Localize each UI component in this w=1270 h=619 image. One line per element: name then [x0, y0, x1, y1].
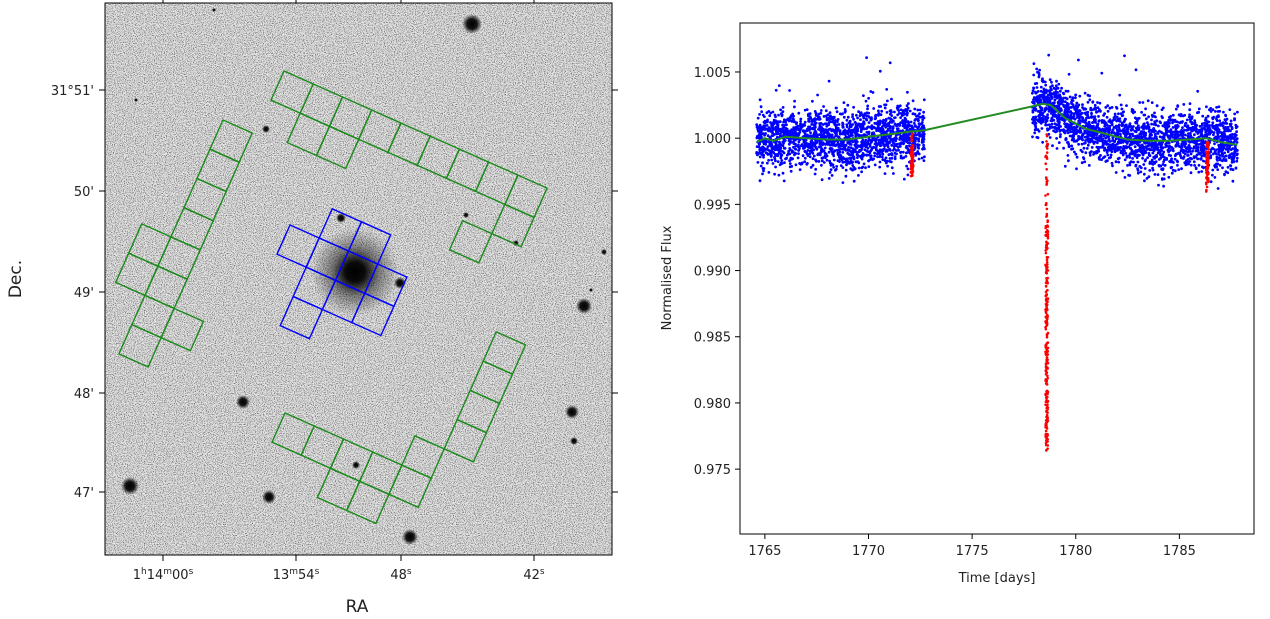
star	[262, 125, 270, 133]
flux-axis-label: Normalised Flux	[660, 225, 675, 330]
star	[570, 437, 578, 445]
flux-tick-label: 0.995	[694, 198, 731, 213]
flux-tick-label: 1.000	[694, 132, 731, 147]
dec-tick-label: 47'	[74, 486, 94, 501]
background-aperture-pixel	[400, 434, 446, 480]
dec-tick-label: 48'	[74, 387, 94, 402]
star	[463, 212, 469, 218]
ra-tick-label: 42s	[523, 567, 545, 583]
dec-tick-label: 49'	[74, 286, 94, 301]
time-tick-label: 1780	[1059, 544, 1092, 559]
time-tick-label: 1775	[956, 544, 989, 559]
plot-frame	[739, 22, 1255, 535]
star	[462, 14, 482, 34]
flux-tick-label: 1.005	[694, 66, 731, 81]
ra-tick-label: 13m54s	[273, 567, 320, 583]
star	[589, 288, 593, 292]
transit-point	[1044, 133, 1050, 452]
time-axis-label: Time [days]	[958, 571, 1036, 586]
flux-tick-label: 0.985	[694, 331, 731, 346]
ra-axis-label: RA	[346, 597, 369, 617]
star	[236, 395, 250, 409]
background-aperture-pixel	[490, 203, 536, 248]
target-galaxy	[311, 228, 399, 316]
dec-tick-label: 31°51'	[51, 84, 94, 99]
time-tick-label: 1785	[1163, 544, 1196, 559]
star	[134, 98, 138, 102]
star	[565, 405, 579, 419]
background-aperture-pixel	[345, 480, 390, 525]
target-aperture-pixel	[347, 220, 392, 265]
aperture-grid	[114, 70, 549, 525]
ra-tick-label: 1h14m00s	[133, 567, 194, 583]
star	[212, 8, 216, 12]
background-aperture-pixel	[160, 307, 205, 352]
star-field	[121, 8, 607, 545]
star	[352, 461, 360, 469]
series-transit-points	[909, 132, 1210, 452]
series-trend-line	[756, 102, 1238, 146]
target-aperture-pixel	[350, 292, 395, 337]
star	[576, 298, 592, 314]
star	[402, 529, 418, 545]
background-aperture-pixel	[448, 219, 493, 264]
ra-tick-label: 48s	[390, 567, 412, 583]
dec-tick-label: 50'	[74, 185, 94, 200]
star	[121, 477, 139, 495]
background-aperture-pixel	[482, 330, 527, 376]
light-curve-axis-ticks: 1765 1770 1775 1780 1785 0.975 0.980 0.985 0.990…	[694, 66, 1196, 559]
image-axis-ticks: 1h14m00s 13m54s 48s 42s 31°51' 50' 49' 48' 47'	[51, 0, 618, 583]
image-frame	[104, 2, 613, 556]
transit-point	[909, 132, 915, 178]
background-aperture-pixel	[315, 125, 360, 170]
time-tick-label: 1770	[852, 544, 885, 559]
time-tick-label: 1765	[748, 544, 781, 559]
transit-point	[1204, 140, 1210, 193]
dec-axis-label: Dec.	[6, 260, 26, 298]
flux-tick-label: 0.975	[694, 463, 731, 478]
plot-area	[740, 23, 1254, 534]
star	[262, 490, 276, 504]
target-aperture-pixel	[279, 295, 324, 340]
star	[336, 213, 346, 223]
background-aperture-pixel	[117, 323, 163, 368]
sky-image-panel: 1h14m00s 13m54s 48s 42s 31°51' 50' 49' 48' 47' R…	[6, 0, 618, 617]
star	[601, 249, 607, 255]
light-curve-panel: 1765 1770 1775 1780 1785 0.975 0.980 0.985 0.990…	[660, 22, 1255, 586]
flux-tick-label: 0.980	[694, 397, 731, 412]
flux-tick-label: 0.990	[694, 265, 731, 280]
